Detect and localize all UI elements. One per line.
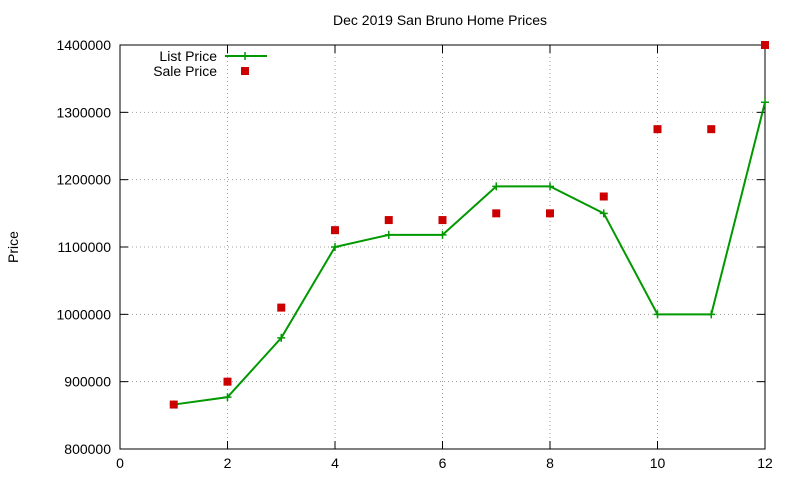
x-tick-label: 0 <box>116 455 124 471</box>
list-price-point <box>223 393 232 402</box>
list-price-point <box>546 182 554 191</box>
y-tick-label: 1100000 <box>58 239 112 255</box>
list-price-point <box>277 333 286 342</box>
list-price-point <box>438 230 447 239</box>
y-tick-label: 800000 <box>64 441 111 457</box>
legend-label-list-price: List Price <box>159 48 217 64</box>
sale-price-point <box>384 216 393 225</box>
grid-lines <box>120 45 765 449</box>
list-price-point <box>653 310 662 319</box>
y-tick-label: 1300000 <box>56 104 111 120</box>
sale-price-point <box>653 125 662 134</box>
list-price-line <box>173 101 766 406</box>
data-series <box>169 41 769 409</box>
legend-marker-sale-price <box>241 67 249 75</box>
sale-price-point <box>707 125 716 134</box>
sale-price-point <box>599 192 608 201</box>
x-tick-label: 2 <box>224 455 232 471</box>
legend-label-sale-price: Sale Price <box>153 63 217 79</box>
list-price-point <box>599 209 608 218</box>
x-tick-label: 8 <box>546 455 554 471</box>
list-price-point <box>492 182 501 191</box>
legend-marker-list-price <box>241 52 249 60</box>
y-tick-label: 1200000 <box>56 172 111 188</box>
sale-price-point <box>223 377 232 386</box>
sale-price-point <box>546 209 554 218</box>
y-tick-label: 1400000 <box>56 37 111 53</box>
legend: List Price Sale Price <box>153 48 267 79</box>
x-tick-label: 6 <box>439 455 447 471</box>
list-price-point <box>761 98 769 107</box>
list-price-point <box>331 243 339 251</box>
list-price-point <box>384 230 393 239</box>
sale-price-point <box>277 303 286 312</box>
list-price-point <box>707 310 716 319</box>
sale-price-point <box>492 209 501 218</box>
sale-price-point <box>169 400 178 409</box>
y-tick-label: 900000 <box>64 374 111 390</box>
sale-price-point <box>761 41 769 49</box>
chart-title: Dec 2019 San Bruno Home Prices <box>333 12 547 28</box>
x-tick-label: 10 <box>650 455 666 471</box>
sale-price-point <box>438 216 447 225</box>
sale-price-point <box>331 226 339 235</box>
axis-ticks: 800000 900000 1000000 1100000 1200000 1300000… <box>56 37 773 471</box>
x-tick-label: 4 <box>331 455 339 471</box>
x-tick-label: 12 <box>757 455 773 471</box>
y-axis-label: Price <box>5 231 21 263</box>
y-tick-label: 1000000 <box>56 306 111 322</box>
